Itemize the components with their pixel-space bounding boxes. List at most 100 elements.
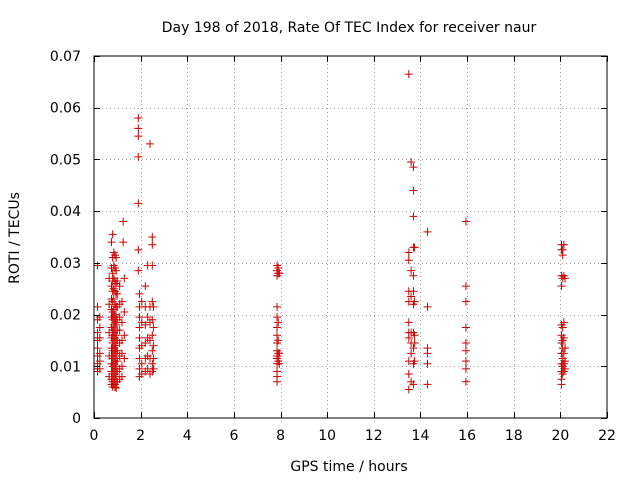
axis-ticks: 0 2 4 6 8 10 12 14 16 18 20 22 0 0.01 0.02 0.03 0.04 0.05… <box>50 49 616 444</box>
data-point <box>409 287 418 296</box>
data-point <box>145 336 154 345</box>
data-point <box>461 217 470 226</box>
data-point <box>410 243 419 252</box>
x-tick-label: 12 <box>365 428 383 444</box>
data-point <box>93 302 102 311</box>
data-point <box>558 323 567 332</box>
y-axis-label: ROTI / TECUs <box>7 192 23 284</box>
data-point <box>404 318 413 327</box>
y-tick-label: 0 <box>72 411 81 427</box>
data-point <box>93 261 102 270</box>
data-point <box>95 357 104 366</box>
data-point <box>149 323 158 332</box>
data-point <box>117 336 126 345</box>
data-point <box>461 377 470 386</box>
data-point <box>148 233 157 241</box>
y-tick-label: 0.07 <box>50 49 81 65</box>
data-point <box>115 313 124 322</box>
x-tick-label: 20 <box>551 428 569 444</box>
data-point <box>112 384 121 393</box>
data-point <box>120 307 129 316</box>
data-point <box>149 364 158 373</box>
x-tick-label: 16 <box>458 428 476 444</box>
data-point <box>148 346 157 355</box>
data-point <box>141 282 150 291</box>
data-point <box>404 256 413 265</box>
data-point <box>559 333 568 342</box>
data-point <box>409 271 418 280</box>
data-point <box>561 364 570 373</box>
data-point <box>143 313 152 322</box>
data-point <box>120 354 129 363</box>
data-point <box>112 253 121 262</box>
data-point <box>409 163 418 172</box>
data-point <box>410 331 419 340</box>
data-point <box>461 297 470 306</box>
data-points <box>93 70 570 394</box>
data-point <box>148 261 157 270</box>
data-point <box>134 132 143 141</box>
data-point <box>461 346 470 355</box>
data-point <box>148 331 157 340</box>
data-point <box>273 313 282 322</box>
data-point <box>135 313 144 322</box>
data-point <box>423 227 432 236</box>
data-point <box>113 357 122 366</box>
data-point <box>112 331 121 340</box>
data-point <box>115 326 124 335</box>
data-point <box>273 377 282 386</box>
data-point <box>407 292 416 301</box>
chart-title: Day 198 of 2018, Rate Of TEC Index for r… <box>162 20 537 36</box>
data-point <box>148 315 157 324</box>
data-point <box>273 331 282 340</box>
data-point <box>95 323 104 332</box>
y-tick-label: 0.03 <box>50 256 81 272</box>
data-point <box>409 344 418 353</box>
data-point <box>557 282 566 291</box>
data-point <box>557 380 566 389</box>
data-point <box>461 339 470 348</box>
data-point <box>113 289 122 298</box>
x-tick-label: 10 <box>318 428 336 444</box>
data-point <box>407 158 416 167</box>
data-point <box>117 297 126 306</box>
data-point <box>407 266 416 275</box>
data-point <box>117 318 126 327</box>
data-point <box>275 269 284 278</box>
data-point <box>117 372 126 381</box>
y-tick-label: 0.05 <box>50 152 81 168</box>
y-tick-label: 0.01 <box>50 359 81 375</box>
data-point <box>461 282 470 291</box>
data-point <box>137 297 146 306</box>
data-point <box>404 385 413 394</box>
data-point <box>423 349 432 358</box>
data-point <box>137 359 146 368</box>
data-point <box>461 323 470 332</box>
x-tick-label: 22 <box>598 428 616 444</box>
data-point <box>404 333 413 342</box>
data-point <box>119 217 128 226</box>
x-axis-label: GPS time / hours <box>290 459 407 475</box>
data-point <box>461 357 470 366</box>
x-tick-label: 18 <box>505 428 523 444</box>
data-point <box>149 302 158 311</box>
data-point <box>559 349 568 358</box>
y-tick-label: 0.06 <box>50 101 81 117</box>
x-tick-label: 0 <box>90 428 99 444</box>
data-point <box>410 339 419 348</box>
data-point <box>409 186 418 195</box>
data-point <box>561 274 570 283</box>
data-point <box>135 333 144 342</box>
data-point <box>423 359 432 368</box>
data-point <box>109 295 118 304</box>
data-point <box>409 380 418 389</box>
data-point <box>134 152 143 161</box>
x-tick-label: 14 <box>412 428 430 444</box>
data-point <box>148 240 157 249</box>
data-point <box>404 370 413 379</box>
data-point <box>93 344 102 353</box>
y-tick-label: 0.04 <box>50 204 81 220</box>
data-point <box>409 212 418 221</box>
